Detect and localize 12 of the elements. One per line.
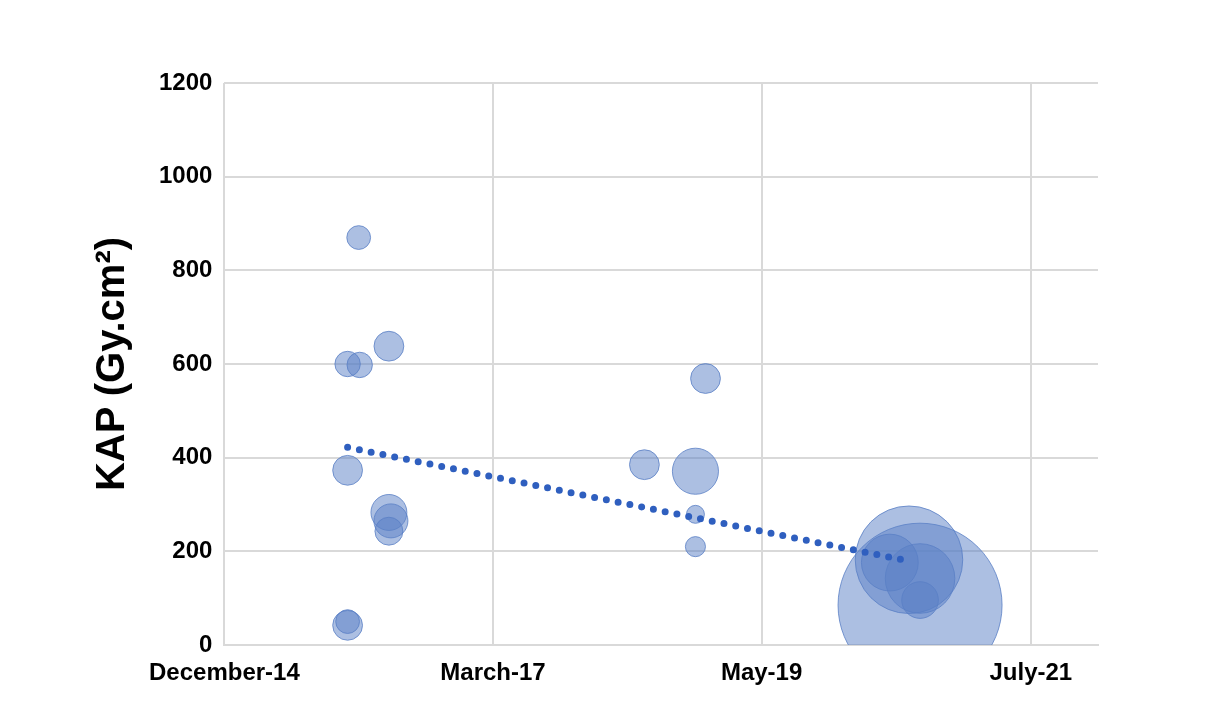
x-tick-label: May-19 [720,658,803,686]
x-tick-label: July-21 [989,658,1073,686]
y-tick-label: 200 [172,535,213,563]
x-tick-label: December-14 [149,658,301,686]
y-tick-label: 1000 [159,161,213,189]
y-tick-label: 400 [172,442,213,470]
y-tick-label: 800 [172,254,213,282]
y-axis-title: KAP (Gy.cm²) [88,236,133,492]
y-tick-label: 600 [172,348,213,376]
y-tick-label: 0 [199,629,213,657]
y-tick-label: 1200 [159,67,213,95]
x-tick-label: March-17 [440,658,546,686]
